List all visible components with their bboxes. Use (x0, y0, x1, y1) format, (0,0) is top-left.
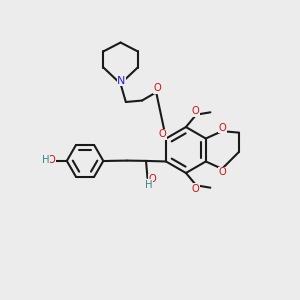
Text: O: O (219, 167, 226, 177)
Text: O: O (219, 123, 226, 133)
Text: H: H (42, 155, 49, 165)
Text: N: N (117, 76, 126, 86)
Text: H: H (145, 180, 152, 190)
Text: O: O (47, 155, 55, 165)
Text: O: O (191, 106, 199, 116)
Text: O: O (191, 184, 199, 194)
Text: O: O (159, 129, 167, 139)
Text: O: O (154, 83, 161, 93)
Text: O: O (148, 174, 156, 184)
